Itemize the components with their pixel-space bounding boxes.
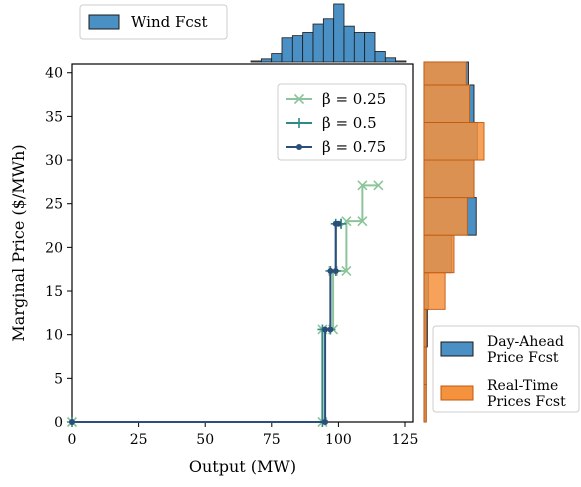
right-legend-label: Day-Ahead [487, 334, 564, 350]
right-hist-bar [423, 308, 427, 348]
right-legend-label: Price Fcst [487, 350, 559, 366]
right-hist-bar [423, 159, 475, 199]
right-histogram [423, 61, 485, 423]
x-tick-label: 50 [196, 432, 214, 448]
x-tick-label: 75 [263, 432, 281, 448]
top-hist-bar [260, 58, 273, 63]
right-hist-bar [423, 61, 467, 86]
x-tick-label: 100 [325, 432, 352, 448]
legend-label: β = 0.5 [322, 114, 377, 132]
right-series-1 [423, 61, 485, 423]
right-legend-label: Real-Time [487, 378, 558, 394]
top-hist-bar [302, 32, 314, 63]
y-tick-label: 25 [45, 197, 63, 213]
right-legend-swatch [440, 385, 474, 401]
y-tick-label: 0 [54, 415, 63, 431]
top-histogram [250, 3, 407, 63]
y-tick-label: 30 [45, 153, 63, 169]
series-line [72, 222, 339, 423]
y-tick-label: 5 [54, 371, 63, 387]
y-tick-label: 35 [45, 109, 63, 125]
top-hist-bar [271, 53, 283, 63]
x-axis-label: Output (MW) [189, 457, 296, 476]
top-hist-bar [322, 18, 335, 63]
top-hist-bar [364, 32, 376, 63]
series-2 [69, 220, 342, 425]
top-legend-swatch [88, 14, 120, 30]
right-hist-bar [423, 84, 471, 123]
marker-x [357, 180, 368, 191]
legend-label: β = 0.75 [322, 138, 386, 156]
marker-dot [327, 326, 334, 333]
top-hist-bar [250, 60, 262, 63]
main-plot: 0 25 50 75 100 125 0 5 10 15 20 25 30 35 40 Output (MW)… [9, 63, 419, 476]
top-hist-bar [343, 25, 355, 63]
right-hist-bar [423, 272, 446, 310]
top-hist-bar [384, 57, 397, 63]
right-legend-swatch [440, 341, 474, 357]
top-hist-bar [281, 37, 293, 63]
y-tick-label: 20 [45, 240, 63, 256]
right-hist-bar [423, 346, 427, 385]
y-tick-label: 10 [45, 328, 63, 344]
marker-dot [332, 267, 339, 274]
marker-plus [294, 118, 304, 128]
top-legend-box [79, 4, 228, 40]
top-legend-label: Wind Fcst [131, 13, 208, 31]
legend-label: β = 0.25 [322, 90, 386, 108]
y-tick-label: 15 [45, 284, 63, 300]
right-hist-bar [423, 122, 485, 161]
right-hist-bar [423, 197, 468, 236]
y-axis-label: Marginal Price ($/MWh) [9, 144, 28, 341]
x-tick-label: 125 [392, 432, 419, 448]
top-hist-bar [353, 32, 366, 63]
right-hist-bar [423, 384, 427, 423]
top-hist-bar [395, 60, 407, 63]
top-hist-bar [291, 35, 304, 63]
x-tick-label: 0 [68, 432, 77, 448]
marker-dot [322, 419, 329, 425]
x-tick-label: 25 [130, 432, 148, 448]
marker-x [357, 216, 368, 227]
marker-dot [69, 419, 75, 425]
top-hist-bar [312, 23, 324, 63]
marker-x [341, 265, 352, 277]
marker-dot [296, 144, 302, 150]
marker-dot [322, 326, 329, 333]
marker-dot [335, 220, 342, 227]
main-legend-box [277, 83, 407, 161]
y-tick-label: 40 [45, 66, 63, 82]
marker-dot [327, 267, 334, 274]
marker-x [373, 180, 384, 191]
top-hist-bar [374, 51, 386, 63]
top-hist-bar [333, 3, 345, 63]
right-legend-label: Prices Fcst [487, 394, 566, 410]
right-hist-bar [423, 234, 455, 274]
marker-x [293, 93, 305, 105]
